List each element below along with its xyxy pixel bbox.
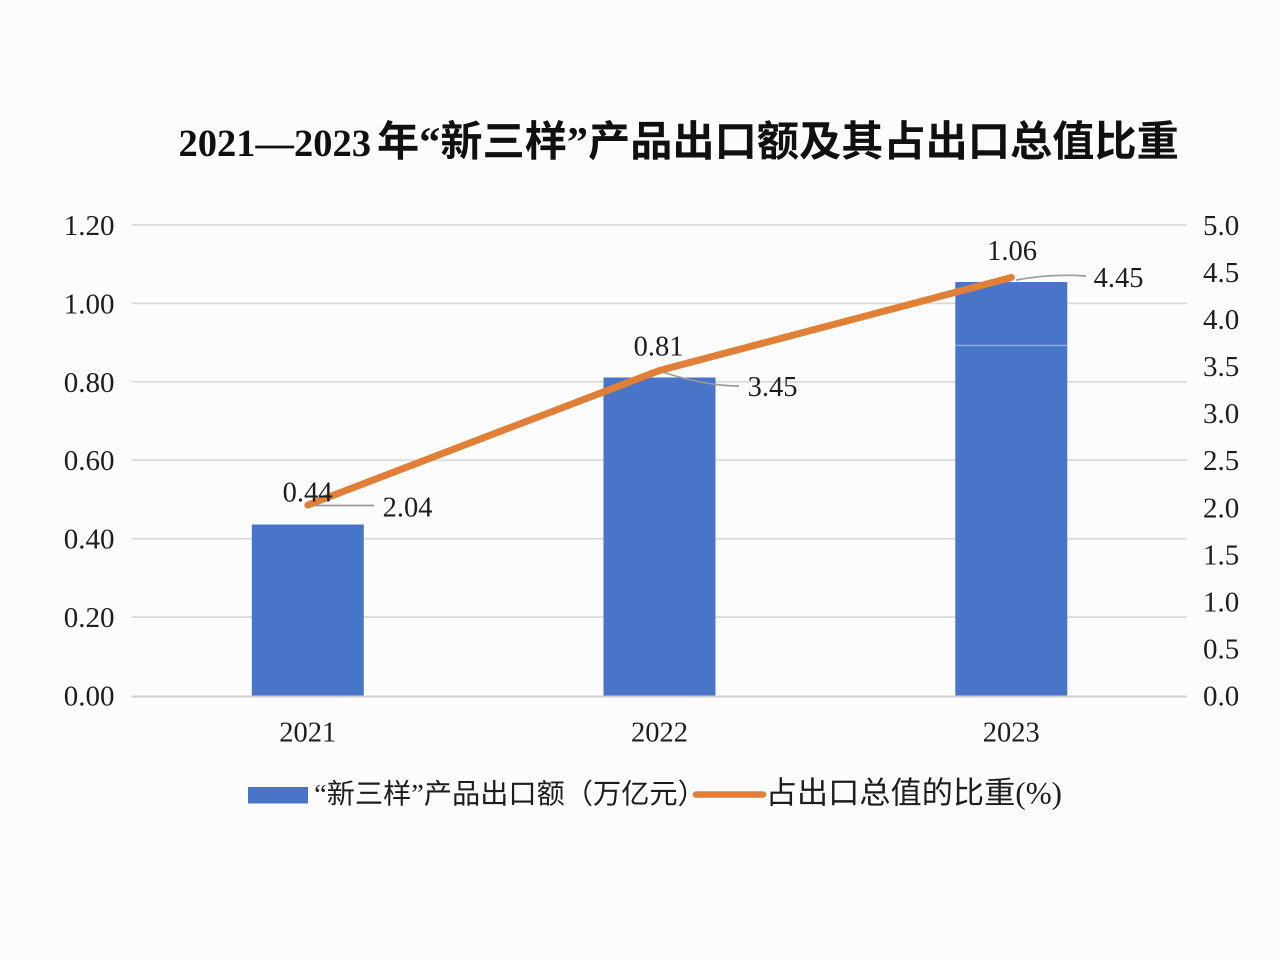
svg-text:0.80: 0.80: [64, 367, 115, 399]
svg-text:0.40: 0.40: [64, 524, 115, 556]
svg-text:1.5: 1.5: [1203, 539, 1239, 571]
svg-text:5.0: 5.0: [1203, 210, 1239, 242]
svg-text:3.45: 3.45: [748, 372, 798, 403]
svg-text:4.0: 4.0: [1203, 304, 1239, 336]
svg-text:2022: 2022: [631, 718, 688, 749]
svg-text:0.20: 0.20: [64, 602, 115, 634]
svg-text:3.0: 3.0: [1203, 398, 1239, 430]
svg-text:0.60: 0.60: [64, 445, 115, 477]
svg-text:2.04: 2.04: [383, 493, 433, 524]
svg-text:2021: 2021: [279, 718, 336, 749]
svg-text:4.5: 4.5: [1203, 257, 1239, 289]
svg-text:4.45: 4.45: [1094, 263, 1144, 294]
svg-text:2.0: 2.0: [1203, 492, 1239, 524]
svg-text:1.06: 1.06: [987, 236, 1037, 267]
svg-text:0.5: 0.5: [1203, 634, 1239, 666]
svg-text:0.00: 0.00: [64, 681, 115, 713]
svg-text:3.5: 3.5: [1203, 351, 1239, 383]
svg-text:0.81: 0.81: [634, 332, 684, 363]
svg-text:2023: 2023: [983, 718, 1040, 749]
svg-text:2.5: 2.5: [1203, 445, 1239, 477]
svg-text:1.20: 1.20: [64, 210, 115, 242]
svg-text:1.0: 1.0: [1203, 586, 1239, 618]
svg-text:0.0: 0.0: [1203, 681, 1239, 713]
svg-text:0.44: 0.44: [283, 478, 333, 509]
svg-text:1.00: 1.00: [64, 288, 115, 320]
